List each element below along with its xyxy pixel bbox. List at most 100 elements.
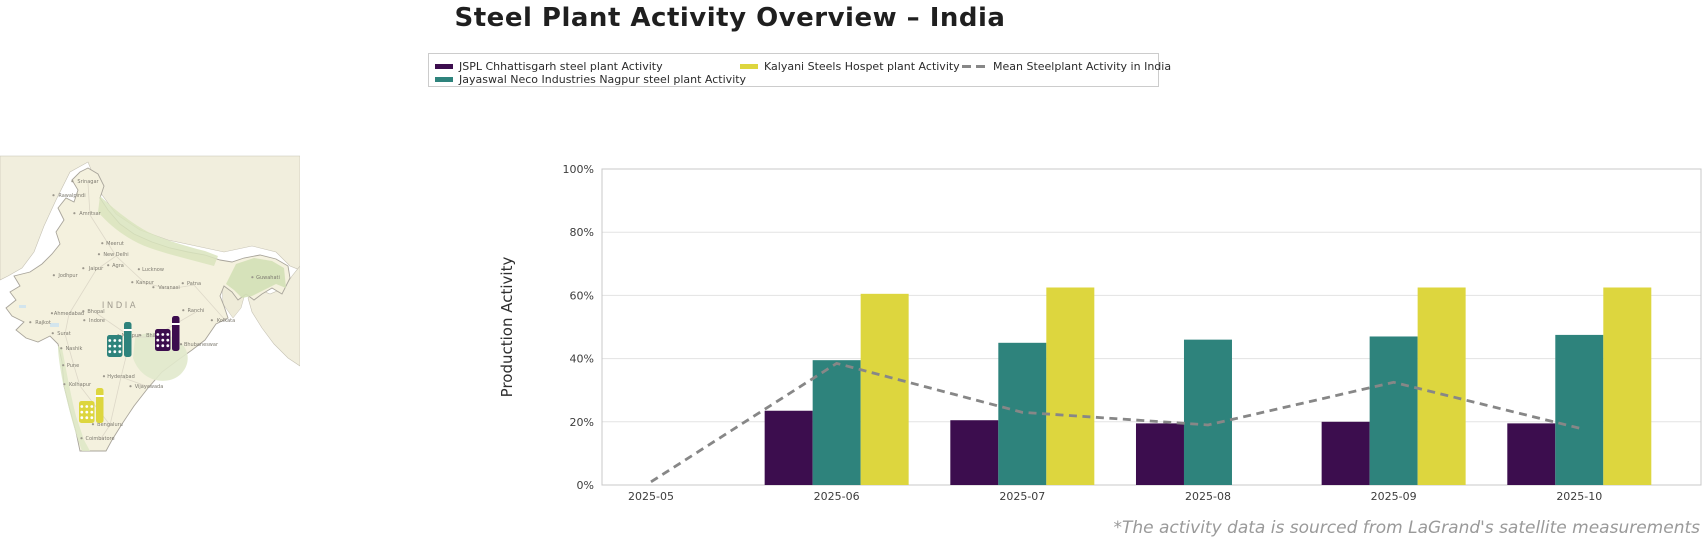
city-label: Jodhpur (57, 273, 78, 279)
legend-swatch-jspl-icon (435, 64, 453, 69)
bar (1135, 423, 1184, 485)
bar (1417, 287, 1466, 485)
legend-item-jspl: JSPL Chhattisgarh steel plant Activity (435, 60, 663, 73)
city-label: Srinagar (77, 179, 99, 185)
legend-label-jayaswal: Jayaswal Neco Industries Nagpur steel pl… (459, 73, 747, 86)
country-label: INDIA (102, 301, 138, 311)
bar (1321, 421, 1370, 485)
city-dot (52, 194, 55, 197)
city-label: Surat (57, 331, 70, 337)
legend-item-jayaswal: Jayaswal Neco Industries Nagpur steel pl… (435, 73, 746, 86)
activity-bar-chart: 0% 20% 40% 60% 80% 100% 2025-05 2025-06 2025-07 2… (498, 163, 1702, 503)
city-label: Rajkot (35, 320, 51, 326)
city-dot (102, 375, 106, 378)
legend-box: JSPL Chhattisgarh steel plant Activity J… (428, 53, 1171, 87)
bar (812, 360, 861, 485)
bar (1507, 423, 1556, 485)
city-dot (179, 343, 183, 346)
city-dot (129, 385, 132, 388)
city-label: Agra (112, 263, 124, 269)
x-tick-label: 2025-07 (999, 490, 1045, 503)
city-label: Ranchi (188, 308, 205, 314)
city-label: Patna (187, 281, 201, 287)
y-tick-label: 20% (570, 416, 594, 429)
city-dot (182, 309, 185, 312)
city-dot (52, 274, 55, 277)
legend-item-mean: Mean Steelplant Activity in India (962, 60, 1171, 73)
city-label: Bhopal (87, 309, 104, 315)
city-label: Indore (89, 318, 105, 324)
legend-dashed-line-icon (962, 65, 987, 68)
india-outline (5, 167, 291, 452)
bar (764, 410, 813, 485)
y-tick-label: 40% (570, 353, 594, 366)
city-dot (82, 267, 85, 270)
bar (998, 342, 1047, 485)
bar (1555, 334, 1604, 485)
x-tick-label: 2025-05 (628, 490, 674, 503)
x-tick-label: 2025-06 (814, 490, 860, 503)
y-tick-label: 100% (563, 163, 594, 176)
city-dot (71, 180, 74, 183)
city-dot (181, 282, 184, 285)
city-dot (137, 268, 140, 271)
city-label: Ahmedabad (54, 311, 84, 317)
city-label: Kanpur (136, 280, 155, 286)
city-dot (251, 276, 254, 279)
city-label: Bhubaneswar (184, 342, 219, 348)
city-dot (152, 286, 155, 289)
bar (860, 293, 909, 485)
city-label: Rawalpindi (58, 193, 85, 199)
city-dot (139, 334, 142, 337)
city-label: Kolhapur (69, 382, 92, 388)
city-label: Coimbatore (85, 436, 114, 442)
map-roads (64, 182, 227, 441)
x-tick-label: 2025-09 (1371, 490, 1417, 503)
bar (1183, 339, 1232, 485)
city-label: Amritsar (79, 211, 101, 217)
bar (1369, 336, 1418, 485)
city-dot (80, 437, 83, 440)
mean-activity-line (650, 361, 1580, 484)
city-label: Vijayawada (135, 384, 164, 390)
city-label: Bengaluru (97, 422, 123, 428)
india-map: Srinagar Rawalpindi Amritsar Meerut New Delh… (0, 155, 300, 452)
legend-label-mean: Mean Steelplant Activity in India (993, 60, 1172, 73)
city-dot (50, 312, 54, 315)
footnote: *The activity data is sourced from LaGra… (1113, 518, 1700, 538)
city-dot (82, 310, 85, 313)
city-label: Guwahati (256, 275, 280, 281)
city-dot (107, 264, 110, 267)
city-label: Pune (67, 363, 79, 369)
y-axis-label: Production Activity (498, 257, 516, 398)
city-label: Varanasi (158, 285, 179, 291)
y-tick-label: 80% (570, 226, 594, 239)
factory-icon (79, 388, 104, 423)
lakes (19, 305, 59, 327)
city-dot (60, 347, 63, 350)
factory-icon (107, 322, 132, 357)
factory-icon (155, 316, 180, 351)
city-dot (63, 383, 66, 386)
map-plant-icons (79, 316, 180, 423)
city-label: Bhilai (146, 333, 160, 339)
city-label: Lucknow (142, 267, 164, 273)
city-dot (97, 253, 101, 256)
city-label: Meerut (106, 241, 124, 247)
x-tick-label: 2025-08 (1185, 490, 1231, 503)
legend-swatch-jayaswal-icon (435, 77, 453, 82)
city-dot (29, 321, 32, 324)
city-dot (131, 281, 134, 284)
city-label: Nashik (66, 346, 83, 352)
city-label: New Delhi (103, 252, 128, 258)
city-dot (62, 364, 65, 367)
y-tick-label: 60% (570, 289, 594, 302)
city-dot (51, 332, 54, 335)
city-label: Kolkata (217, 318, 235, 324)
bar (1603, 287, 1652, 485)
city-label: Jaipur (88, 266, 104, 272)
city-dot (73, 212, 76, 215)
city-dot (210, 319, 213, 322)
city-label: Hyderabad (107, 374, 135, 380)
